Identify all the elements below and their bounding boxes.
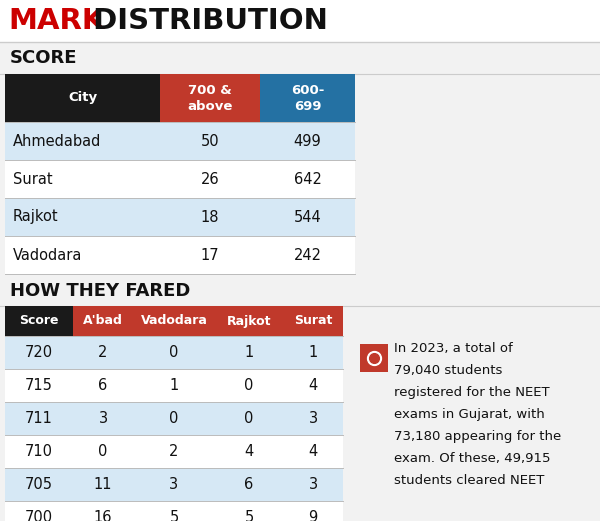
Text: exam. Of these, 49,915: exam. Of these, 49,915: [394, 452, 551, 465]
Text: 0: 0: [244, 378, 254, 393]
Text: 642: 642: [293, 171, 322, 187]
Bar: [133, 306, 215, 336]
Text: 242: 242: [293, 247, 322, 263]
Bar: [0, 276, 600, 306]
Text: 710: 710: [25, 444, 53, 459]
Text: 3: 3: [308, 411, 317, 426]
Text: 715: 715: [25, 378, 53, 393]
Text: 1: 1: [169, 378, 179, 393]
Text: 544: 544: [293, 209, 322, 225]
Text: 4: 4: [308, 444, 317, 459]
Text: 3: 3: [169, 477, 179, 492]
Text: 600-
699: 600- 699: [291, 83, 324, 113]
Text: SCORE: SCORE: [10, 49, 77, 67]
Text: registered for the NEET: registered for the NEET: [394, 386, 550, 399]
Bar: [73, 306, 133, 336]
Text: In 2023, a total of: In 2023, a total of: [394, 342, 513, 355]
Text: 17: 17: [200, 247, 220, 263]
Bar: [5, 306, 73, 336]
Text: 0: 0: [169, 411, 179, 426]
Bar: [0, 42, 600, 74]
Bar: [5, 369, 343, 402]
Bar: [5, 435, 343, 468]
Bar: [5, 501, 343, 521]
Text: 5: 5: [244, 510, 254, 521]
Text: 0: 0: [244, 411, 254, 426]
Text: Vadodara: Vadodara: [13, 247, 82, 263]
Bar: [360, 344, 388, 372]
Text: 50: 50: [200, 133, 220, 148]
Text: 18: 18: [201, 209, 219, 225]
Text: Ahmedabad: Ahmedabad: [13, 133, 101, 148]
Text: 0: 0: [98, 444, 107, 459]
Text: 73,180 appearing for the: 73,180 appearing for the: [394, 430, 561, 443]
Text: DISTRIBUTION: DISTRIBUTION: [83, 7, 328, 35]
Bar: [260, 74, 355, 122]
Text: 11: 11: [94, 477, 112, 492]
Bar: [283, 306, 343, 336]
Text: 711: 711: [25, 411, 53, 426]
Text: 5: 5: [169, 510, 179, 521]
Text: 26: 26: [200, 171, 220, 187]
Text: 499: 499: [293, 133, 322, 148]
Text: Rajkot: Rajkot: [13, 209, 59, 225]
Text: 1: 1: [244, 345, 254, 360]
Text: 6: 6: [98, 378, 107, 393]
Text: 9: 9: [308, 510, 317, 521]
Text: 4: 4: [308, 378, 317, 393]
Text: 700 &
above: 700 & above: [187, 83, 233, 113]
Text: MARK: MARK: [8, 7, 104, 35]
Bar: [160, 74, 260, 122]
Bar: [5, 122, 355, 160]
Bar: [5, 198, 355, 236]
Text: 1: 1: [308, 345, 317, 360]
Text: Surat: Surat: [13, 171, 53, 187]
Text: 700: 700: [25, 510, 53, 521]
Text: 2: 2: [98, 345, 107, 360]
Text: Score: Score: [19, 315, 59, 328]
Bar: [5, 336, 343, 369]
Text: Vadodara: Vadodara: [140, 315, 208, 328]
Text: City: City: [68, 92, 97, 105]
Text: 705: 705: [25, 477, 53, 492]
Text: 720: 720: [25, 345, 53, 360]
Text: 3: 3: [308, 477, 317, 492]
Text: 2: 2: [169, 444, 179, 459]
Bar: [0, 0, 600, 42]
Bar: [215, 306, 283, 336]
Text: 3: 3: [98, 411, 107, 426]
Bar: [5, 468, 343, 501]
Text: Rajkot: Rajkot: [227, 315, 271, 328]
Bar: [5, 160, 355, 198]
Text: exams in Gujarat, with: exams in Gujarat, with: [394, 408, 545, 421]
Text: students cleared NEET: students cleared NEET: [394, 474, 544, 487]
Text: 4: 4: [244, 444, 254, 459]
Text: 6: 6: [244, 477, 254, 492]
Bar: [5, 236, 355, 274]
Text: 79,040 students: 79,040 students: [394, 364, 502, 377]
Text: A'bad: A'bad: [83, 315, 123, 328]
Bar: [5, 402, 343, 435]
Text: HOW THEY FARED: HOW THEY FARED: [10, 282, 190, 300]
Text: 16: 16: [94, 510, 112, 521]
Text: 0: 0: [169, 345, 179, 360]
Bar: [5, 74, 160, 122]
Text: Surat: Surat: [294, 315, 332, 328]
